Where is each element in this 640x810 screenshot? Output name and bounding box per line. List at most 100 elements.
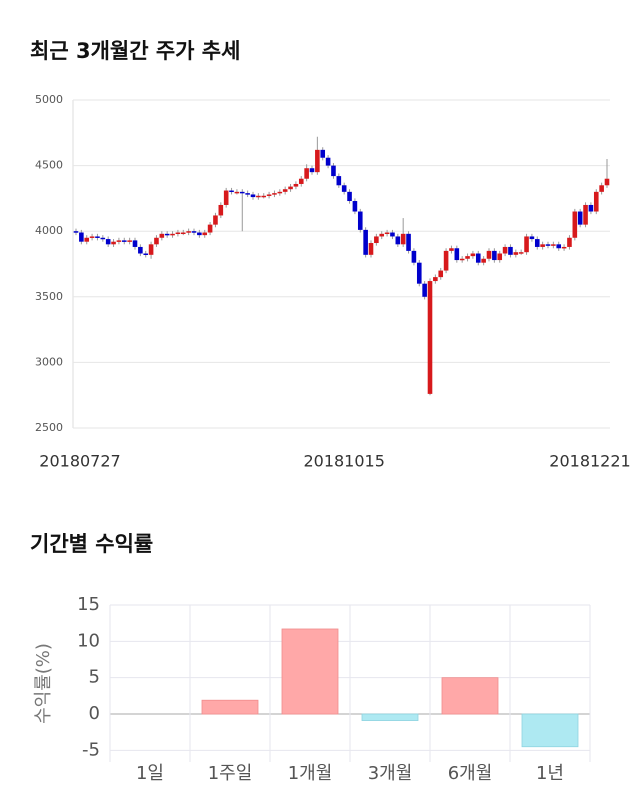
candle-body: [277, 191, 283, 194]
candle-body: [534, 239, 540, 247]
bar: [281, 628, 339, 715]
candle-body: [572, 211, 578, 238]
candle-body: [202, 232, 208, 236]
x-tick-label: 20181015: [303, 452, 384, 471]
candle-body: [186, 231, 191, 233]
bar: [201, 699, 259, 715]
candle-body: [298, 178, 304, 184]
candle-body: [154, 237, 159, 245]
candle-body: [100, 237, 106, 240]
candle-body: [551, 244, 556, 246]
candle-body: [111, 241, 116, 245]
candle-body: [411, 250, 417, 263]
x-tick-label: 20180727: [39, 452, 120, 471]
candle-body: [422, 283, 427, 297]
candle-body: [390, 232, 395, 237]
candle-body: [127, 240, 132, 242]
y-tick-label: -5: [82, 739, 100, 760]
candle-body: [486, 250, 492, 259]
candle-body: [556, 244, 562, 249]
bar: [361, 713, 419, 721]
candle-body: [341, 185, 347, 192]
candle-body: [213, 215, 218, 225]
y-tick-label: 15: [77, 594, 100, 615]
candle-body: [336, 176, 342, 186]
candle-body: [320, 149, 326, 158]
candle-body: [438, 270, 444, 278]
y-axis-label: 수익률(%): [33, 643, 54, 724]
y-tick-label: 5: [89, 667, 100, 688]
candle-body: [138, 246, 143, 254]
candle-body: [481, 258, 486, 263]
candle-body: [492, 250, 497, 261]
candle-body: [561, 246, 567, 249]
candle-body: [400, 233, 406, 245]
candle-body: [545, 244, 551, 246]
candle-body: [73, 231, 79, 233]
candle-body: [368, 243, 374, 255]
candle-body: [105, 239, 111, 245]
candle-body: [454, 248, 460, 261]
candle-body: [304, 168, 309, 179]
candle-body: [234, 191, 240, 194]
x-tick-label: 1일: [136, 763, 164, 784]
candle-body: [588, 204, 594, 212]
candle-body: [577, 211, 583, 225]
candle-body: [593, 191, 599, 212]
candle-body: [524, 236, 529, 253]
candle-body: [132, 240, 138, 247]
candle-body: [272, 193, 277, 195]
candle-body: [191, 231, 197, 233]
candle-body: [443, 250, 449, 271]
candle-body: [352, 201, 358, 212]
candle-body: [416, 262, 422, 284]
candle-body: [197, 232, 202, 236]
candle-body: [508, 246, 513, 255]
y-tick-label: 4000: [35, 224, 63, 237]
candle-body: [175, 232, 181, 235]
candle-body: [470, 253, 476, 257]
candle-body: [223, 190, 229, 205]
candle-body: [604, 178, 610, 186]
x-tick-label: 6개월: [448, 763, 493, 784]
candle-body: [89, 236, 95, 238]
y-tick-label: 3500: [35, 290, 63, 303]
candle-body: [116, 240, 122, 242]
candle-body: [170, 233, 175, 236]
candle-body: [529, 236, 535, 240]
candle-body: [261, 195, 267, 198]
candle-body: [331, 165, 336, 177]
bar: [441, 677, 499, 715]
y-tick-label: 3000: [35, 355, 63, 368]
candle-body: [218, 204, 224, 216]
candle-body: [449, 248, 454, 251]
candle-body: [502, 246, 508, 254]
candle-body: [239, 191, 245, 194]
y-tick-label: 2500: [35, 421, 63, 434]
candle-body: [583, 204, 588, 225]
x-tick-label: 1주일: [208, 763, 253, 784]
candle-body: [379, 233, 385, 237]
candle-body: [347, 191, 352, 202]
candle-body: [245, 193, 250, 195]
candle-body: [148, 244, 154, 255]
candle-body: [384, 232, 390, 235]
y-tick-label: 5000: [35, 93, 63, 106]
candle-body: [229, 190, 234, 193]
candle-body: [406, 233, 411, 251]
candle-body: [315, 149, 320, 173]
candle-body: [465, 256, 470, 259]
candle-body: [293, 183, 299, 187]
candle-body: [159, 233, 165, 238]
candle-body: [256, 195, 261, 198]
bar: [521, 713, 579, 748]
candle-body: [567, 237, 572, 247]
candle-body: [357, 211, 363, 230]
candle-body: [475, 253, 481, 263]
candle-body: [250, 194, 256, 198]
candle-body: [84, 237, 90, 242]
x-tick-label: 20181221: [549, 452, 630, 471]
candle-body: [282, 189, 288, 192]
candle-body: [79, 232, 84, 242]
